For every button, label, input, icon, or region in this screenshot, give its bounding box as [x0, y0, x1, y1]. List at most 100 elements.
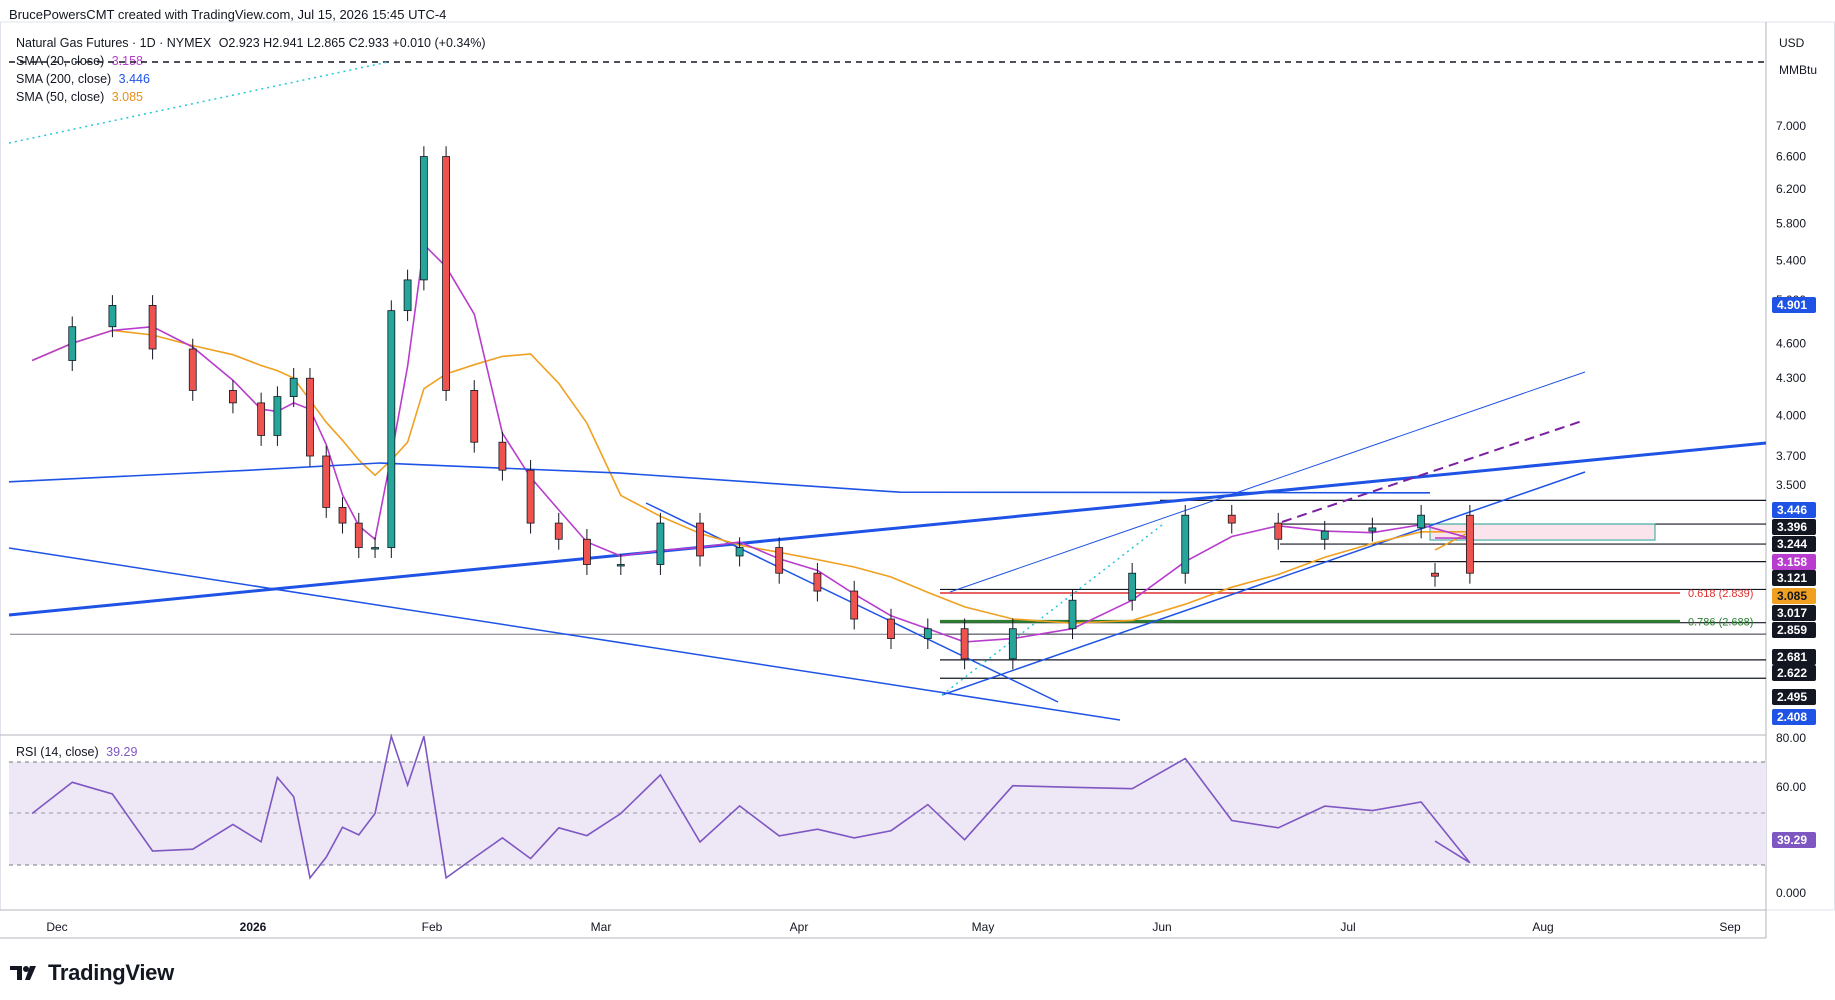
sma50-line[interactable] — [31, 329, 1471, 625]
candle-body[interactable] — [1465, 514, 1474, 574]
price-tick-label: 7.000 — [1776, 119, 1806, 133]
price-tag[interactable] — [1772, 588, 1816, 604]
price-tick-label: 4.300 — [1776, 371, 1806, 385]
candle-body[interactable] — [322, 455, 331, 508]
rsi-tick-label: 0.000 — [1776, 886, 1806, 900]
candle-body[interactable] — [1368, 527, 1377, 532]
dotted-trend-line[interactable] — [8, 61, 389, 144]
candle-body[interactable] — [1128, 572, 1137, 601]
price-tag[interactable] — [1772, 689, 1816, 705]
sma200-value: 3.446 — [118, 72, 150, 86]
candle-body[interactable] — [1181, 514, 1190, 574]
candle-body[interactable] — [583, 538, 591, 565]
rsi-tick-label: 60.00 — [1776, 780, 1806, 794]
price-tag-label: 3.244 — [1777, 537, 1807, 551]
price-tag-label: 3.396 — [1777, 520, 1807, 534]
dotted-rise-line[interactable] — [941, 524, 1163, 696]
rsi-legend[interactable]: RSI (14, close) 39.29 — [16, 745, 137, 759]
candle-body[interactable] — [775, 547, 784, 574]
candle-body[interactable] — [526, 469, 535, 524]
candle-body[interactable] — [148, 304, 157, 350]
symbol-title: Natural Gas Futures · 1D · NYMEX — [16, 36, 212, 50]
price-tag-label: 3.158 — [1777, 555, 1807, 569]
candle-body[interactable] — [735, 547, 744, 557]
candle-body[interactable] — [1227, 514, 1236, 524]
candle-body[interactable] — [442, 156, 450, 391]
lower-trendline[interactable] — [8, 547, 1121, 721]
fib-0618-label: 0.618 (2.839) — [1688, 588, 1753, 600]
price-tick-label: 3.500 — [1776, 478, 1806, 492]
candle-body[interactable] — [68, 326, 77, 361]
candle-body[interactable] — [887, 618, 895, 639]
candle-body[interactable] — [1008, 628, 1017, 660]
sma20-label: SMA (20, close) — [16, 54, 105, 68]
candle-body[interactable] — [229, 390, 237, 404]
price-tag[interactable] — [1772, 502, 1816, 518]
sma20-line[interactable] — [31, 242, 1471, 643]
price-tag[interactable] — [1772, 622, 1816, 638]
channel-upper-line[interactable] — [949, 371, 1586, 593]
legend-sma200-row[interactable]: SMA (200, close) 3.446 — [16, 70, 486, 88]
candle-body[interactable] — [1417, 514, 1426, 529]
sma200-line[interactable] — [8, 462, 1431, 494]
tradingview-logo[interactable]: TradingView — [10, 960, 174, 986]
candle-body[interactable] — [696, 522, 704, 557]
channel-lower-line[interactable] — [941, 471, 1586, 696]
price-tag[interactable] — [1772, 605, 1816, 621]
price-tag-label: 39.29 — [1777, 833, 1807, 847]
time-tick-label: 2026 — [240, 920, 267, 934]
candle-body[interactable] — [813, 572, 822, 592]
price-tag[interactable] — [1772, 519, 1816, 535]
price-tag-label: 2.681 — [1777, 650, 1807, 664]
rsi-line[interactable] — [31, 733, 1471, 880]
candle-body[interactable] — [470, 390, 479, 443]
candle-body[interactable] — [554, 522, 563, 540]
price-tick-label: 6.600 — [1776, 150, 1806, 164]
candle-body[interactable] — [656, 522, 665, 565]
candle-body[interactable] — [387, 310, 396, 548]
price-tag[interactable] — [1772, 665, 1816, 681]
rsi-tick-label: 80.00 — [1776, 731, 1806, 745]
price-tick-label: 4.000 — [1776, 409, 1806, 423]
price-tag[interactable] — [1772, 570, 1816, 586]
currency-label: USD — [1779, 36, 1805, 50]
tradingview-logo-text: TradingView — [48, 960, 174, 985]
candle-body[interactable] — [108, 304, 117, 328]
candle-body[interactable] — [188, 348, 197, 391]
candle-body[interactable] — [371, 547, 379, 550]
legend-sma50-row[interactable]: SMA (50, close) 3.085 — [16, 88, 486, 106]
price-tag-label: 3.446 — [1777, 503, 1807, 517]
candle-body[interactable] — [498, 441, 507, 471]
candle-body[interactable] — [960, 628, 969, 660]
candle-body[interactable] — [338, 507, 347, 524]
candle-body[interactable] — [850, 590, 859, 620]
candle-body[interactable] — [403, 279, 412, 312]
legend-symbol-row[interactable]: Natural Gas Futures · 1D · NYMEX O2.923 … — [16, 34, 486, 52]
major-trendline[interactable] — [8, 441, 1767, 617]
price-tag[interactable] — [1772, 297, 1816, 313]
candle-body[interactable] — [1320, 530, 1329, 540]
legend-sma20-row[interactable]: SMA (20, close) 3.158 — [16, 52, 486, 70]
price-tick-label: 5.400 — [1776, 253, 1806, 267]
candle-body[interactable] — [1068, 599, 1077, 630]
channel-mid-dashed-line[interactable] — [1281, 419, 1586, 523]
candle-body[interactable] — [354, 522, 363, 548]
candle-body[interactable] — [289, 377, 298, 398]
unit-label: MMBtu — [1779, 63, 1817, 77]
candle-body[interactable] — [616, 564, 625, 567]
candle-body[interactable] — [419, 156, 428, 281]
price-tag[interactable] — [1772, 554, 1816, 570]
time-tick-label: Jul — [1340, 920, 1355, 934]
candle-body[interactable] — [306, 377, 314, 457]
price-tag[interactable] — [1772, 649, 1816, 665]
candle-body[interactable] — [1431, 572, 1439, 577]
candle-body[interactable] — [273, 396, 282, 436]
price-tag[interactable] — [1772, 709, 1816, 725]
candle-body[interactable] — [257, 402, 266, 436]
candle-body[interactable] — [923, 628, 932, 639]
price-tag-label: 2.408 — [1777, 710, 1807, 724]
price-tag[interactable] — [1772, 536, 1816, 552]
candle-body[interactable] — [1274, 522, 1283, 540]
price-tag[interactable] — [1772, 832, 1816, 848]
